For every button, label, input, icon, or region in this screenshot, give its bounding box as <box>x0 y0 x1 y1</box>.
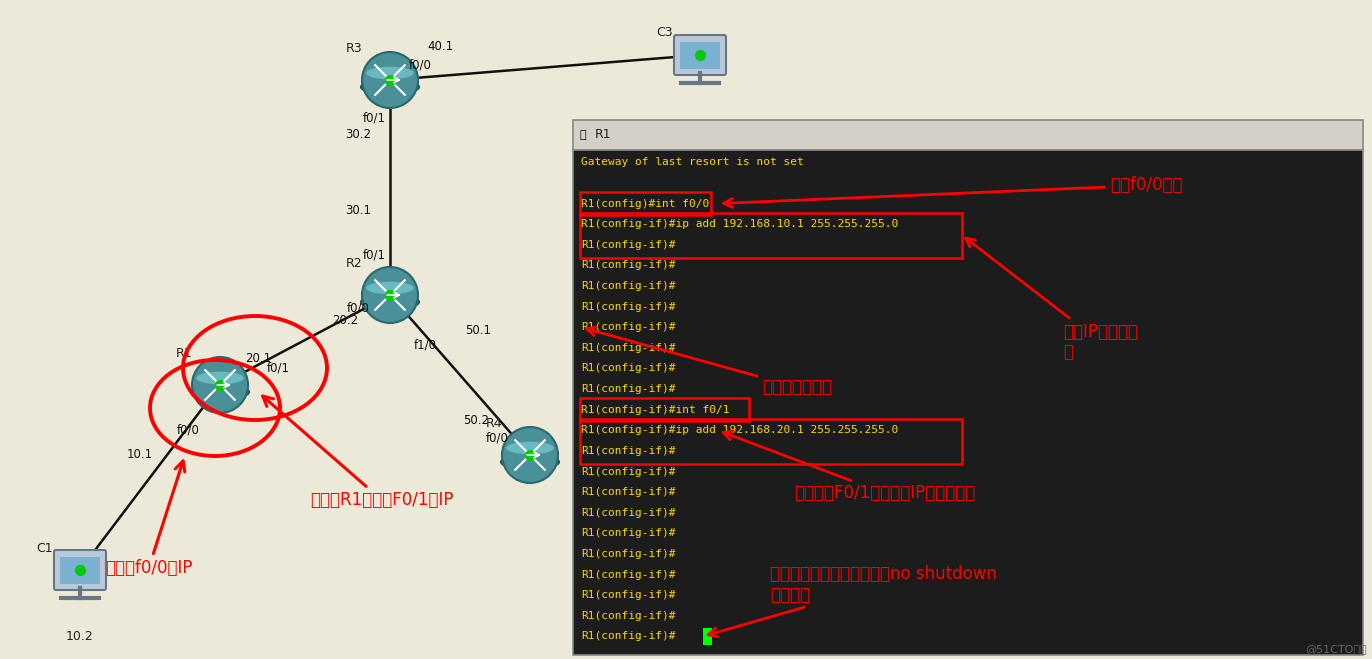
Text: R1(config-if)#int f0/1: R1(config-if)#int f0/1 <box>580 405 730 415</box>
Text: 50.1: 50.1 <box>465 324 491 337</box>
Text: R1: R1 <box>176 347 192 360</box>
Text: R1(config-if)#ip add 192.168.10.1 255.255.255.0: R1(config-if)#ip add 192.168.10.1 255.25… <box>580 219 899 229</box>
Text: R1(config-if)#: R1(config-if)# <box>580 240 675 250</box>
Text: C1: C1 <box>37 542 54 554</box>
FancyBboxPatch shape <box>573 120 1362 150</box>
Text: f0/0: f0/0 <box>486 432 509 445</box>
Text: f0/1: f0/1 <box>362 248 386 262</box>
Ellipse shape <box>361 79 420 95</box>
Text: R1(config-if)#: R1(config-if)# <box>580 631 675 641</box>
Text: f0/0: f0/0 <box>347 302 369 314</box>
Text: R1(config-if)#: R1(config-if)# <box>580 343 675 353</box>
Text: f1/0: f1/0 <box>413 339 436 351</box>
Text: R1(config-if)#: R1(config-if)# <box>580 487 675 497</box>
Text: 进入f0/0接口: 进入f0/0接口 <box>723 177 1183 208</box>
Text: 这里是R1路由的F0/1的IP: 这里是R1路由的F0/1的IP <box>262 396 454 509</box>
Text: 20.2: 20.2 <box>332 314 358 326</box>
Text: R3: R3 <box>346 42 362 55</box>
Text: 需要在接口模式: 需要在接口模式 <box>587 327 833 396</box>
Text: R1(config-if)#: R1(config-if)# <box>580 611 675 621</box>
Circle shape <box>192 357 248 413</box>
Ellipse shape <box>191 384 250 400</box>
FancyBboxPatch shape <box>54 550 106 590</box>
Text: 配置IP和子网掩
码: 配置IP和子网掩 码 <box>966 238 1137 361</box>
Text: f0/1: f0/1 <box>266 362 289 374</box>
FancyBboxPatch shape <box>59 556 100 583</box>
Text: R1(config-if)#: R1(config-if)# <box>580 508 675 518</box>
Text: 10.2: 10.2 <box>66 630 93 643</box>
Ellipse shape <box>361 295 420 310</box>
Text: R1(config-if)#: R1(config-if)# <box>580 364 675 374</box>
Text: R2: R2 <box>346 257 362 270</box>
Circle shape <box>362 267 418 323</box>
Text: 20.1: 20.1 <box>246 351 272 364</box>
Text: R1(config-if)#: R1(config-if)# <box>580 384 675 394</box>
Text: R1(config)#int f0/0: R1(config)#int f0/0 <box>580 198 709 209</box>
Text: 40.1: 40.1 <box>427 40 453 53</box>
Circle shape <box>362 52 418 108</box>
Text: R1(config-if)#: R1(config-if)# <box>580 322 675 332</box>
FancyBboxPatch shape <box>674 35 726 75</box>
Text: 10.1: 10.1 <box>128 449 154 461</box>
Text: R1: R1 <box>595 129 612 142</box>
Text: R1(config-if)#: R1(config-if)# <box>580 590 675 600</box>
Text: 🖥: 🖥 <box>579 130 586 140</box>
Ellipse shape <box>366 281 414 295</box>
Text: f0/0: f0/0 <box>409 59 431 71</box>
Text: f0/0: f0/0 <box>177 424 199 436</box>
FancyBboxPatch shape <box>702 628 712 645</box>
Text: R1(config-if)#: R1(config-if)# <box>580 467 675 476</box>
Text: Gateway of last resort is not set: Gateway of last resort is not set <box>580 158 804 167</box>
Text: R1(config-if)#: R1(config-if)# <box>580 569 675 580</box>
Text: R1(config-if)#: R1(config-if)# <box>580 302 675 312</box>
Text: R1(config-if)#ip add 192.168.20.1 255.255.255.0: R1(config-if)#ip add 192.168.20.1 255.25… <box>580 425 899 436</box>
Text: R1(config-if)#: R1(config-if)# <box>580 260 675 270</box>
Text: 40.2: 40.2 <box>586 134 613 146</box>
Ellipse shape <box>506 442 554 454</box>
Text: 30.1: 30.1 <box>344 204 370 217</box>
Text: R1(config-if)#: R1(config-if)# <box>580 446 675 456</box>
Text: 这里是f0/0的IP: 这里是f0/0的IP <box>106 461 192 577</box>
Text: @51CTO博客: @51CTO博客 <box>1305 644 1367 654</box>
Ellipse shape <box>501 454 560 470</box>
Text: 50.2: 50.2 <box>462 413 488 426</box>
Circle shape <box>502 427 558 483</box>
Text: C3: C3 <box>657 26 674 40</box>
Text: R1(config-if)#: R1(config-if)# <box>580 549 675 559</box>
FancyBboxPatch shape <box>573 150 1362 655</box>
Text: 每个接口配置完成后需要用no shutdown
开启端口: 每个接口配置完成后需要用no shutdown 开启端口 <box>708 565 997 637</box>
Text: f0/1: f0/1 <box>362 111 386 125</box>
Text: R1(config-if)#: R1(config-if)# <box>580 281 675 291</box>
Ellipse shape <box>366 67 414 79</box>
Text: R1(config-if)#: R1(config-if)# <box>580 529 675 538</box>
Text: 同理进入F0/1接口配置IP和子网掩码: 同理进入F0/1接口配置IP和子网掩码 <box>723 432 975 502</box>
FancyBboxPatch shape <box>679 42 720 69</box>
Text: R4: R4 <box>486 417 502 430</box>
Ellipse shape <box>196 372 244 384</box>
Text: 30.2: 30.2 <box>344 129 370 142</box>
